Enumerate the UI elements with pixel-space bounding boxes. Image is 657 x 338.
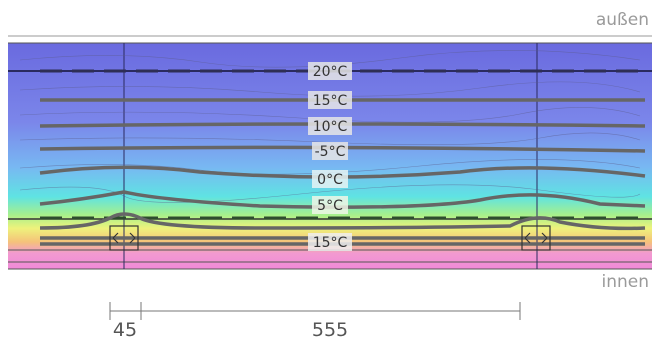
isotherm-line	[39, 190, 646, 209]
isotherm-label-bg	[308, 117, 352, 135]
isotherm-label: 0°C	[317, 172, 343, 188]
isotherm-labels: 20°C 15°C 10°C -5°C 0°C 5°C 15°C	[308, 62, 352, 251]
isotherm-label-bg	[312, 142, 348, 160]
inside-label: innen	[601, 272, 649, 292]
flux-lines	[19, 50, 641, 203]
isotherm-label: 15°C	[313, 93, 348, 109]
dimension-right: 555	[312, 319, 348, 338]
dimension-left: 45	[113, 319, 137, 338]
isotherm-label: 20°C	[313, 64, 348, 80]
isotherm-label-bg	[308, 91, 352, 109]
isotherm-line	[39, 212, 646, 231]
isotherm-label: 15°C	[313, 235, 348, 251]
fastener-right	[521, 225, 551, 251]
isotherm-label-bg	[308, 233, 352, 251]
isotherm-label-bg	[312, 196, 348, 214]
isotherm-label: -5°C	[315, 144, 346, 160]
isotherm-label: 5°C	[317, 198, 343, 214]
dimension-line	[109, 302, 521, 320]
isotherm-label-bg	[312, 170, 348, 188]
isotherm-label-bg	[308, 62, 352, 80]
outside-label: außen	[595, 10, 649, 30]
isotherm-label: 10°C	[313, 119, 348, 135]
fastener-left	[109, 225, 139, 251]
